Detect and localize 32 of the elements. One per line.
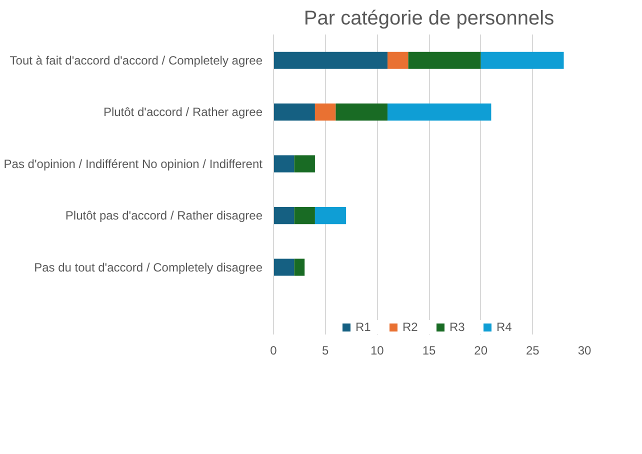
y-tick-label: Pas du tout d'accord / Completely disagree [34,260,263,274]
x-tick-label: 25 [526,344,540,358]
bar [294,155,315,172]
bar [274,155,294,172]
bar [294,258,305,276]
bar [314,207,346,224]
x-tick-label: 30 [578,344,592,358]
legend-label: R4 [496,320,513,334]
bar [274,104,315,121]
bar [274,258,294,276]
legend-label: R1 [356,320,372,334]
x-tick-label: 5 [322,344,329,358]
x-tick-label: 15 [422,344,436,358]
y-tick-label: Pas d'opinion / Indifférent No opinion / Indifferent [4,156,264,171]
x-tick-label: 10 [370,344,384,358]
bar [274,52,388,69]
bar [480,52,564,69]
bar [314,104,336,121]
legend-label: R2 [402,320,419,334]
x-tick-label: 20 [474,344,488,358]
chart-title: Par catégorie de personnels [304,8,554,30]
legend-label: R3 [450,320,466,334]
y-tick-label: Plutôt pas d'accord / Rather disagree [65,208,263,223]
y-tick-label: Plutôt d'accord / Rather agree [103,105,263,120]
bar [336,104,388,121]
bar [294,207,315,224]
bar [274,207,294,224]
bar [408,52,481,69]
bar [388,104,492,121]
y-tick-label: Tout à fait d'accord d'accord / Completely agree [10,53,263,68]
x-tick-label: 0 [270,344,278,358]
bar [388,52,408,69]
